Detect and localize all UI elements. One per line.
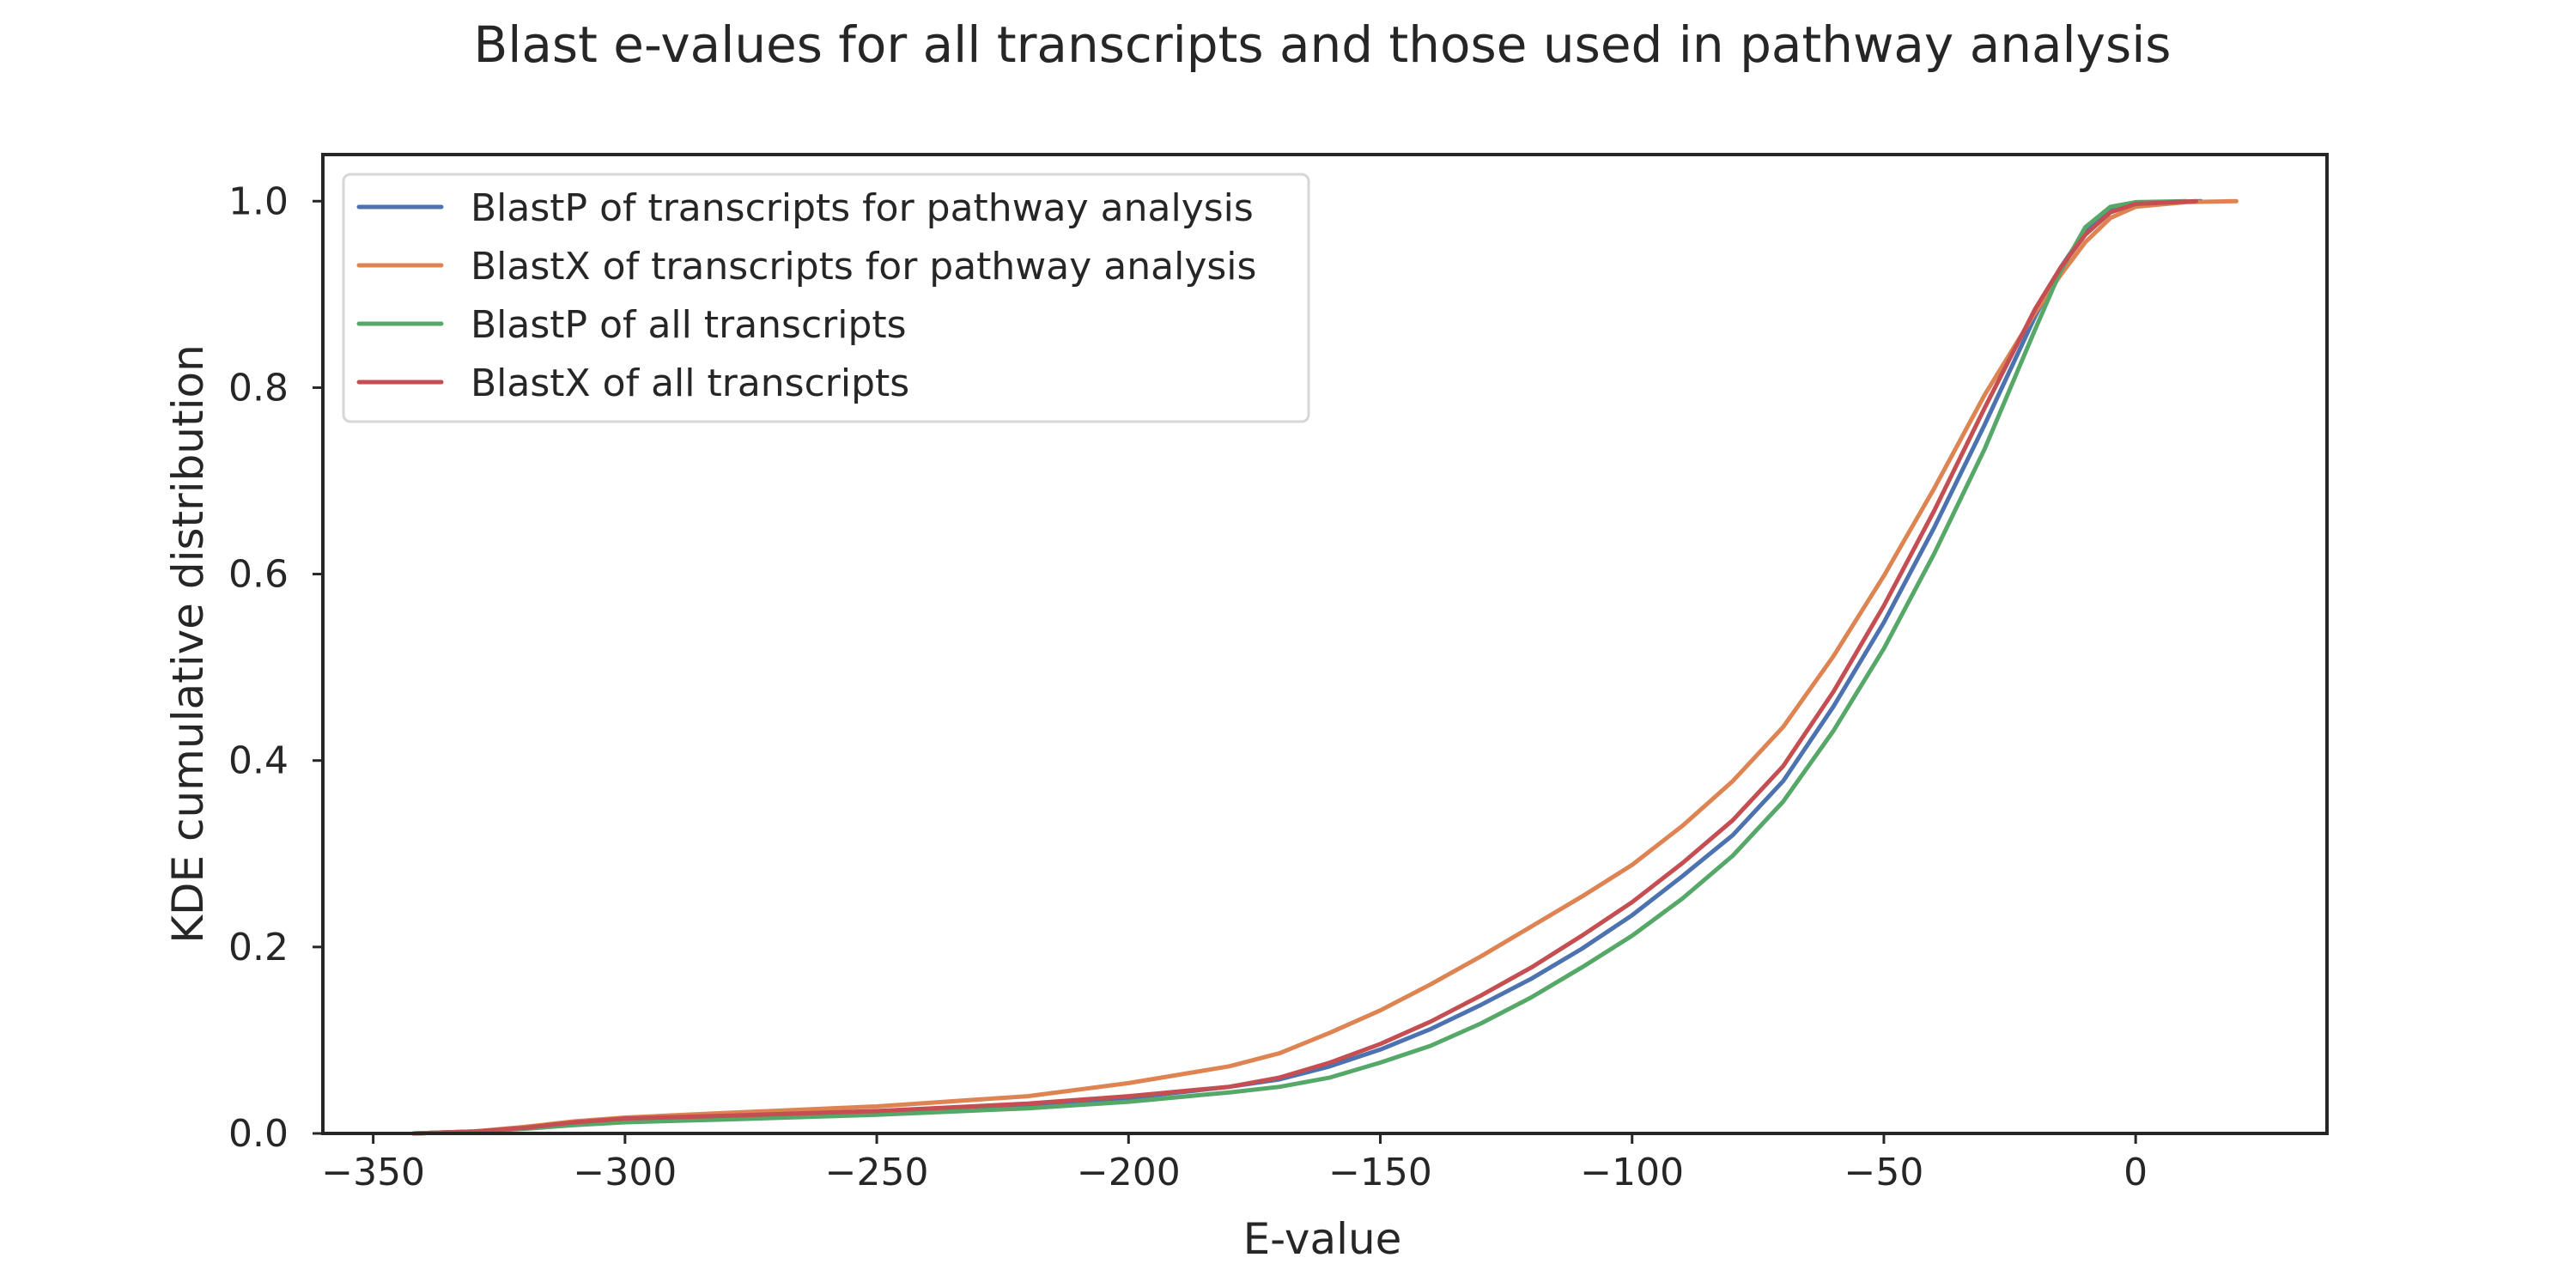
series-line-3 — [411, 198, 2189, 1136]
legend: BlastP of transcripts for pathway analys… — [342, 173, 1310, 423]
x-tick-label: −100 — [1580, 1151, 1684, 1194]
y-tick-label: 0.4 — [228, 739, 289, 783]
legend-label-1: BlastP of transcripts for pathway analys… — [471, 186, 1254, 230]
y-tick-label: 0.8 — [228, 366, 289, 410]
y-tick-label: 0.6 — [228, 553, 289, 597]
x-tick-label: −150 — [1328, 1151, 1432, 1194]
x-tick-label: 0 — [2123, 1151, 2148, 1194]
y-tick-label: 0.0 — [228, 1112, 289, 1156]
series-line-4 — [411, 198, 2198, 1136]
x-tick-label: −50 — [1844, 1151, 1924, 1194]
x-tick-label: −250 — [825, 1151, 929, 1194]
x-tick-label: −350 — [321, 1151, 425, 1194]
y-tick-label: 1.0 — [228, 179, 289, 223]
x-axis: −350 −300 −250 −200 −150 −100 −50 0 — [321, 1133, 2148, 1194]
y-axis: 0.0 0.2 0.4 0.6 0.8 1.0 — [228, 179, 323, 1156]
plot-frame — [321, 153, 2329, 1135]
y-axis-label: KDE cumulative distribution — [163, 344, 213, 944]
x-tick-label: −200 — [1077, 1151, 1181, 1194]
legend-label-3: BlastP of all transcripts — [471, 303, 907, 347]
legend-box — [342, 173, 1310, 423]
legend-label-2: BlastX of transcripts for pathway analys… — [471, 245, 1256, 289]
legend-label-4: BlastX of all transcripts — [471, 361, 909, 405]
x-tick-label: −300 — [573, 1151, 677, 1194]
plot-area — [321, 153, 2329, 1136]
chart-title: Blast e-values for all transcripts and t… — [473, 15, 2171, 74]
x-axis-label: E-value — [1243, 1214, 1402, 1264]
y-tick-label: 0.2 — [228, 926, 289, 969]
